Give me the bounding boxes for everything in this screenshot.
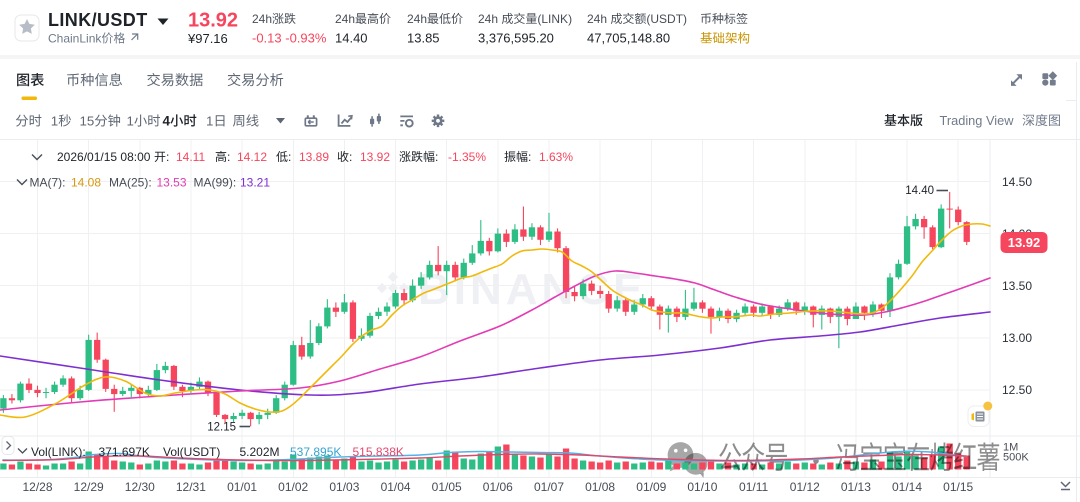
svg-text:24h: 24h xyxy=(335,12,355,26)
svg-text:01/05: 01/05 xyxy=(432,480,462,494)
svg-text:01/06: 01/06 xyxy=(483,480,513,494)
svg-text:1: 1 xyxy=(127,114,134,129)
svg-text:3,376,595.20: 3,376,595.20 xyxy=(478,31,554,46)
svg-text:-1.35%: -1.35% xyxy=(448,150,486,164)
svg-text:¥97.16: ¥97.16 xyxy=(187,31,228,46)
svg-text:13.92: 13.92 xyxy=(188,10,238,32)
svg-text:(LINK): (LINK) xyxy=(537,12,572,26)
svg-text:MA(7):: MA(7): xyxy=(30,176,66,190)
svg-text:1: 1 xyxy=(51,114,58,129)
svg-text:13.53: 13.53 xyxy=(157,176,187,190)
svg-text:MA(25):: MA(25): xyxy=(109,176,152,190)
svg-text:24h: 24h xyxy=(478,12,498,26)
svg-text:-0.13 -0.93%: -0.13 -0.93% xyxy=(252,31,327,46)
svg-text::: : xyxy=(435,150,438,164)
svg-text:01/04: 01/04 xyxy=(381,480,411,494)
svg-text:01/02: 01/02 xyxy=(278,480,308,494)
svg-text:01/03: 01/03 xyxy=(329,480,359,494)
svg-text:13.89: 13.89 xyxy=(299,150,329,164)
svg-text:537.895K: 537.895K xyxy=(290,445,341,459)
svg-text:12/31: 12/31 xyxy=(176,480,206,494)
svg-text:Vol(LINK):: Vol(LINK): xyxy=(31,445,86,459)
svg-text::: : xyxy=(349,150,352,164)
svg-text:12/30: 12/30 xyxy=(125,480,155,494)
svg-text:24h: 24h xyxy=(407,12,427,26)
svg-text:4: 4 xyxy=(163,114,171,129)
svg-text:5.202M: 5.202M xyxy=(240,445,280,459)
svg-text:01/01: 01/01 xyxy=(227,480,257,494)
svg-text:371.697K: 371.697K xyxy=(99,445,150,459)
svg-text:13.92: 13.92 xyxy=(360,150,390,164)
svg-text:14.08: 14.08 xyxy=(71,176,101,190)
svg-text:24h: 24h xyxy=(252,12,272,26)
svg-text:14.40: 14.40 xyxy=(335,31,368,46)
svg-text::: : xyxy=(166,150,169,164)
svg-text:12/29: 12/29 xyxy=(74,480,104,494)
svg-text:01/08: 01/08 xyxy=(585,480,615,494)
svg-text:01/11: 01/11 xyxy=(739,480,768,494)
svg-text:13.50: 13.50 xyxy=(1002,279,1032,293)
svg-text:13.92: 13.92 xyxy=(1008,235,1041,250)
svg-text:01/13: 01/13 xyxy=(841,480,871,494)
svg-text:01/14: 01/14 xyxy=(892,480,922,494)
svg-text:13.85: 13.85 xyxy=(407,31,440,46)
svg-text:LINK/USDT: LINK/USDT xyxy=(48,10,148,30)
svg-text:24h: 24h xyxy=(587,12,607,26)
svg-text:1.63%: 1.63% xyxy=(539,150,573,164)
svg-text:14.40: 14.40 xyxy=(905,185,934,197)
svg-text:12.15: 12.15 xyxy=(207,422,236,434)
svg-text:2026/01/15 08:00: 2026/01/15 08:00 xyxy=(57,150,151,164)
svg-text:01/12: 01/12 xyxy=(790,480,820,494)
svg-text:500K: 500K xyxy=(1003,452,1029,464)
svg-text::: : xyxy=(288,150,291,164)
svg-text:12/28: 12/28 xyxy=(22,480,52,494)
svg-text:ChainLink: ChainLink xyxy=(48,32,102,46)
svg-text:14.50: 14.50 xyxy=(1002,175,1032,189)
svg-text:Trading View: Trading View xyxy=(940,113,1015,128)
svg-text:01/07: 01/07 xyxy=(534,480,564,494)
svg-text:1M: 1M xyxy=(1003,442,1018,454)
svg-text:15: 15 xyxy=(80,114,95,129)
svg-text:14.12: 14.12 xyxy=(237,150,267,164)
svg-text:(USDT): (USDT) xyxy=(646,12,687,26)
svg-text:12.50: 12.50 xyxy=(1002,383,1032,397)
svg-text:47,705,148.80: 47,705,148.80 xyxy=(587,31,670,46)
svg-text:MA(99):: MA(99): xyxy=(194,176,237,190)
svg-text:Vol(USDT): Vol(USDT) xyxy=(163,445,220,459)
svg-text:14.11: 14.11 xyxy=(176,150,205,164)
svg-text:1: 1 xyxy=(206,114,213,129)
svg-text:01/15: 01/15 xyxy=(943,480,973,494)
svg-text:515.838K: 515.838K xyxy=(353,445,404,459)
svg-text:01/10: 01/10 xyxy=(687,480,717,494)
svg-text::: : xyxy=(528,150,531,164)
svg-text::: : xyxy=(227,150,230,164)
svg-text:01/09: 01/09 xyxy=(636,480,666,494)
svg-text:13.21: 13.21 xyxy=(240,176,270,190)
svg-text:13.00: 13.00 xyxy=(1002,331,1032,345)
